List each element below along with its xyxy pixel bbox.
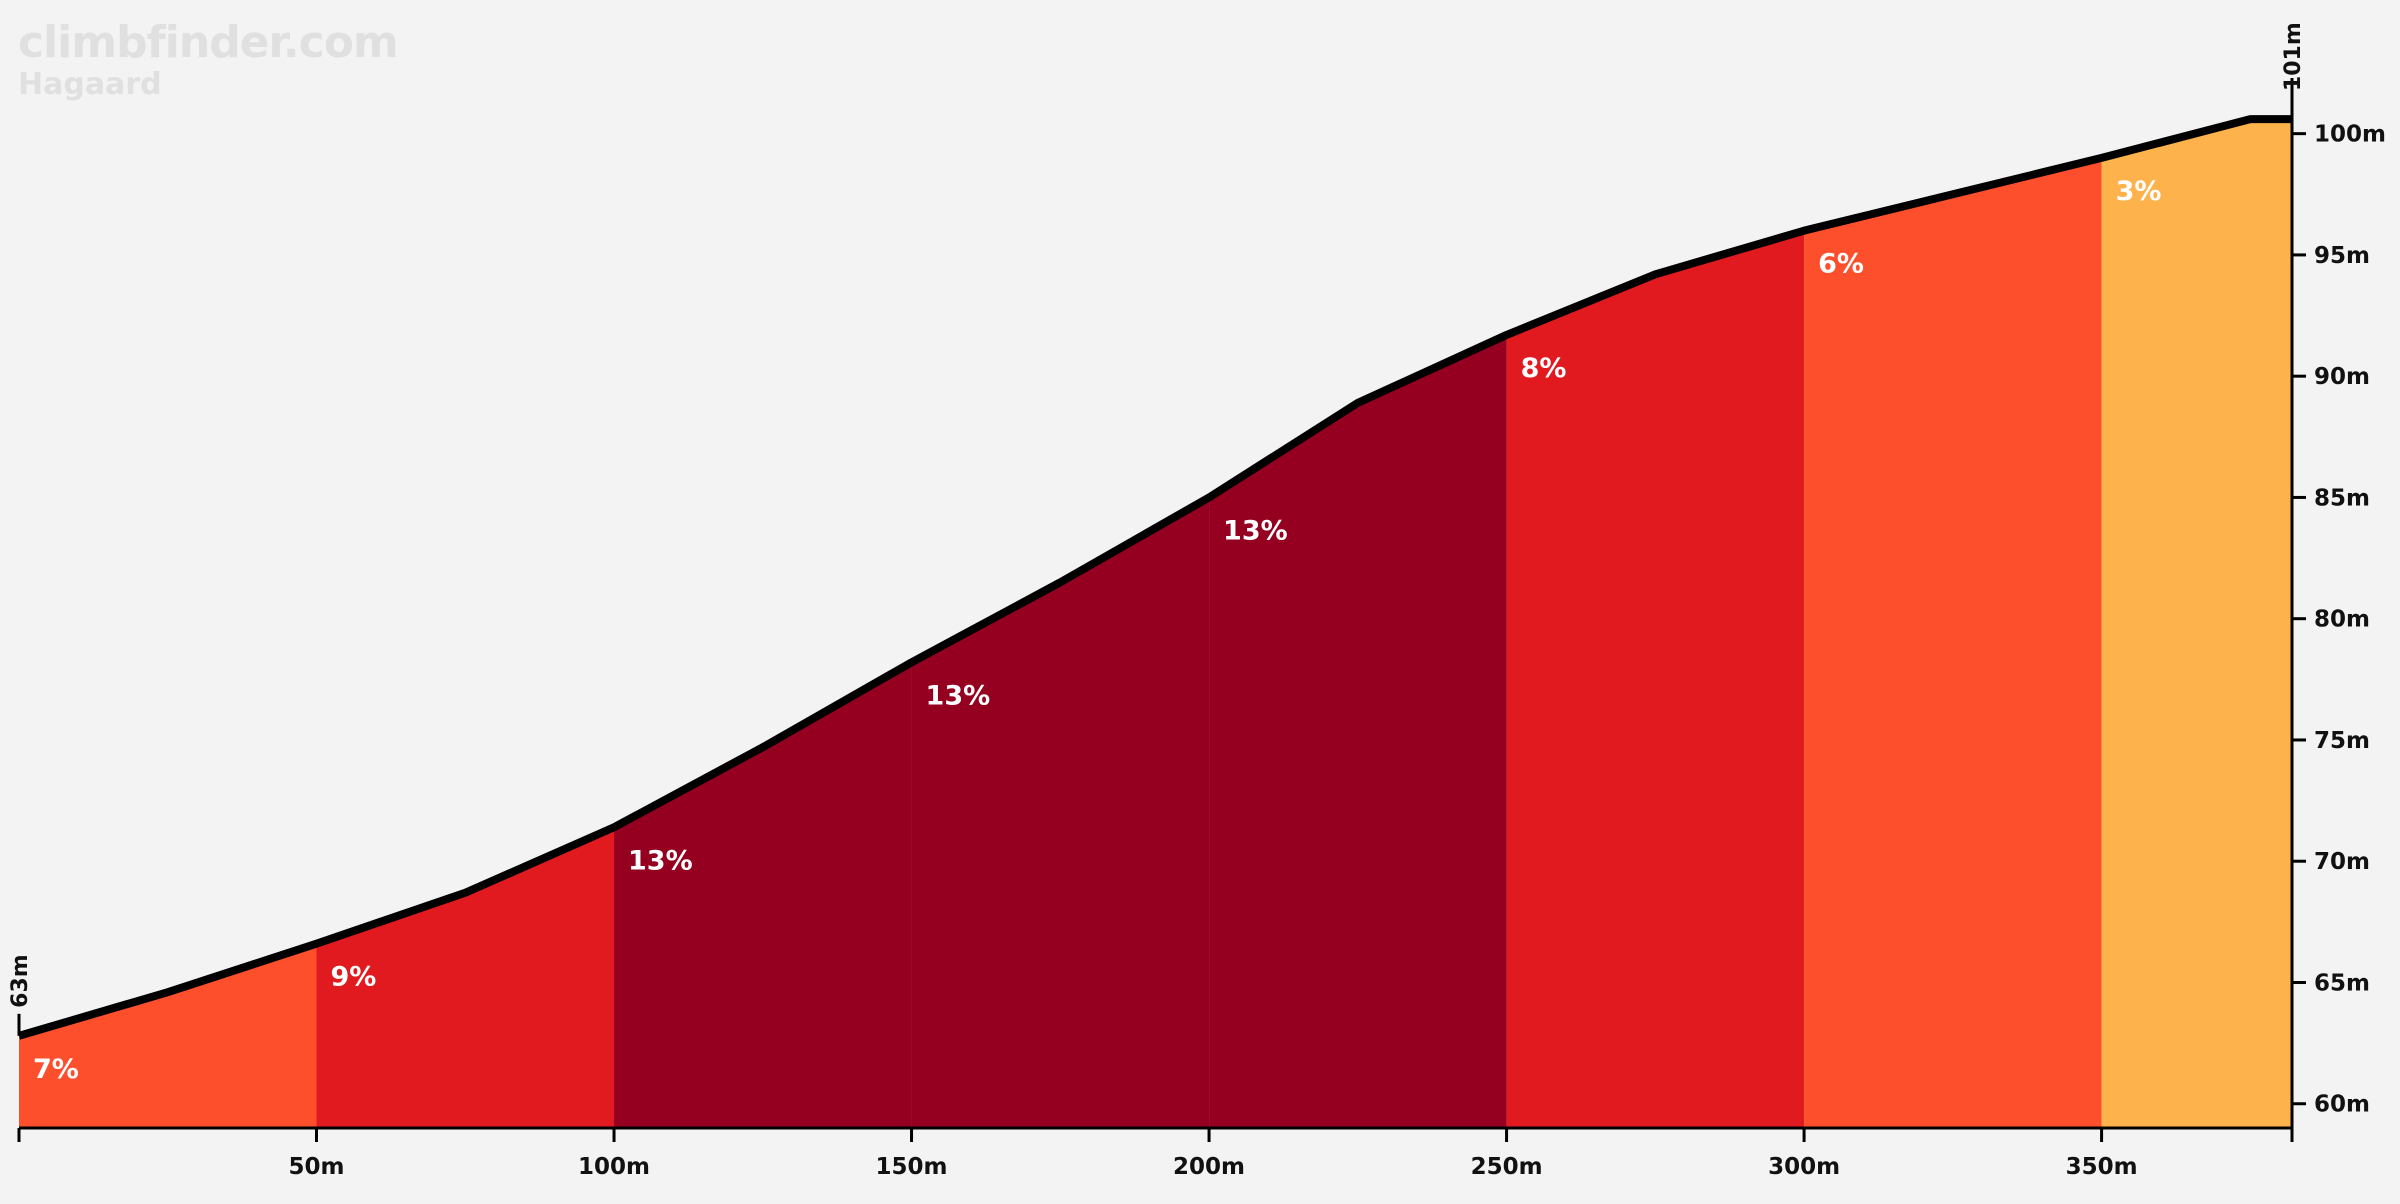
gradient-label-8: 3% — [2116, 176, 2162, 207]
start-elevation-label: 63m — [8, 954, 33, 1008]
y-tick-label-95: 95m — [2314, 243, 2370, 269]
brand-site-name: climbfinder.com — [18, 17, 399, 68]
elevation-profile-line — [17, 115, 2292, 1040]
gradient-label-4: 13% — [926, 680, 991, 711]
gradient-label-7: 6% — [1818, 249, 1864, 280]
gradient-segment-2 — [316, 827, 615, 1128]
x-tick-label-50: 50m — [289, 1154, 345, 1180]
gradient-label-6: 8% — [1521, 353, 1567, 384]
y-tick-label-90: 90m — [2314, 364, 2370, 390]
gradient-segment-5 — [1209, 334, 1507, 1128]
y-tick-label-65: 65m — [2314, 970, 2370, 996]
end-elevation-label: 101m — [2281, 22, 2306, 91]
gradient-segment-8 — [2101, 119, 2292, 1129]
gradient-segment-3 — [614, 662, 912, 1128]
y-tick-label-60: 60m — [2314, 1092, 2370, 1118]
y-tick-label-70: 70m — [2314, 849, 2370, 875]
y-tick-label-85: 85m — [2314, 485, 2370, 511]
x-tick-label-200: 200m — [1173, 1154, 1245, 1180]
gradient-label-2: 9% — [331, 962, 377, 993]
y-tick-label-80: 80m — [2314, 607, 2370, 633]
gradient-label-1: 7% — [33, 1054, 79, 1085]
x-tick-label-100: 100m — [578, 1154, 650, 1180]
gradient-label-3: 13% — [628, 845, 693, 876]
gradient-label-5: 13% — [1223, 515, 1288, 546]
gradient-segment-6 — [1506, 230, 1805, 1128]
x-tick-label-300: 300m — [1768, 1154, 1840, 1180]
y-tick-label-75: 75m — [2314, 728, 2370, 754]
brand-watermark: climbfinder.com Hagaard — [18, 17, 399, 102]
gradient-segment-7 — [1804, 157, 2102, 1128]
climb-name: Hagaard — [18, 67, 162, 102]
y-tick-label-100: 100m — [2314, 122, 2386, 148]
gradient-segment-4 — [911, 497, 1210, 1129]
x-tick-label-250: 250m — [1471, 1154, 1543, 1180]
x-tick-label-350: 350m — [2066, 1154, 2138, 1180]
gradient-segment-1 — [19, 943, 317, 1128]
x-tick-label-150: 150m — [876, 1154, 948, 1180]
